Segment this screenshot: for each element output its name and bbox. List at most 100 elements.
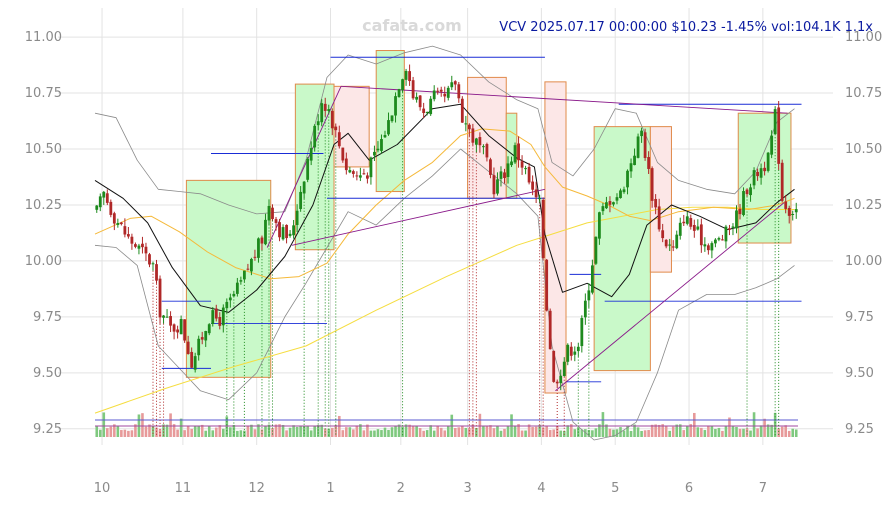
volume-bar xyxy=(387,429,390,437)
bearish-candle xyxy=(671,240,675,252)
bullish-candle xyxy=(735,205,738,234)
candle-body xyxy=(460,98,464,123)
medium-moving-average-line xyxy=(94,128,795,280)
volume-bar xyxy=(446,425,450,437)
y-tick-label-right: 9.75 xyxy=(845,310,874,325)
candle-body xyxy=(242,270,246,280)
candle-body xyxy=(183,319,187,341)
candle-body xyxy=(608,201,612,205)
bullish-candle xyxy=(397,88,401,98)
bullish-candle xyxy=(250,257,253,276)
bearish-candle xyxy=(105,189,109,206)
bullish-candle xyxy=(566,343,570,366)
volume-bar xyxy=(327,428,331,437)
candle-body xyxy=(211,310,215,324)
bullish-candle xyxy=(432,85,436,102)
bullish-candle xyxy=(773,106,777,135)
bearish-candle xyxy=(260,235,264,251)
candle-body xyxy=(580,318,584,347)
bearish-candle xyxy=(467,123,471,137)
bearish-candle xyxy=(453,80,457,91)
volume-bar xyxy=(668,430,672,437)
candle-body xyxy=(172,324,176,332)
candle-body xyxy=(450,82,454,88)
bearish-candle xyxy=(422,102,426,119)
bullish-candle xyxy=(369,156,373,185)
bearish-candle xyxy=(443,86,447,103)
candle-body xyxy=(288,233,292,236)
volume-bar xyxy=(285,430,288,437)
volume-bar xyxy=(671,426,675,437)
volume-bar xyxy=(496,425,499,437)
candle-body xyxy=(112,213,116,224)
bullish-candle xyxy=(703,237,707,252)
candle-body xyxy=(443,93,447,97)
volume-bar xyxy=(464,427,468,437)
candle-body xyxy=(724,226,728,242)
candle-body xyxy=(689,218,693,227)
bollinger-bands xyxy=(94,45,795,441)
candle-body xyxy=(777,107,781,164)
y-tick-label-left: 10.75 xyxy=(25,86,62,101)
bearish-candle xyxy=(541,197,545,260)
x-tick-label: 4 xyxy=(537,481,545,496)
candle-body xyxy=(587,290,591,301)
volume-bar xyxy=(394,426,397,437)
bearish-candle xyxy=(471,123,475,146)
candle-body xyxy=(636,136,640,158)
bullish-candle xyxy=(204,330,208,347)
bullish-candle xyxy=(629,158,633,178)
candle-body xyxy=(527,166,531,183)
volume-bar xyxy=(503,428,506,437)
candle-body xyxy=(562,361,566,376)
candle-body xyxy=(190,351,194,368)
bullish-candle xyxy=(295,204,299,233)
volume-bar xyxy=(566,425,570,437)
volume-bar xyxy=(615,429,619,437)
volume-bar xyxy=(362,430,366,437)
volume-bar xyxy=(323,428,327,437)
bullish-candle xyxy=(383,130,387,138)
candle-body xyxy=(253,256,257,258)
axes: 11.00 11.00 10.75 10.75 10.50 10.50 10.25 10.25… xyxy=(25,30,882,496)
x-tick-label: 6 xyxy=(685,481,693,496)
bearish-candle xyxy=(285,224,288,244)
volume-bar xyxy=(274,424,278,437)
candle-body xyxy=(376,148,380,151)
bearish-candle xyxy=(344,152,348,175)
candle-body xyxy=(260,237,264,244)
bullish-candle xyxy=(232,290,236,297)
candle-body xyxy=(425,111,429,113)
bullish-candle xyxy=(731,223,735,236)
volume-bar xyxy=(246,425,250,437)
bullish-candle xyxy=(598,211,601,245)
volume-bar xyxy=(278,424,281,437)
bullish-candle xyxy=(749,183,752,202)
volume-bar xyxy=(348,427,352,437)
candle-body xyxy=(207,324,211,334)
bearish-candle xyxy=(186,335,190,355)
candle-body xyxy=(678,222,682,236)
volume-bar xyxy=(520,430,524,437)
volume-bar xyxy=(127,430,130,437)
bullish-candle xyxy=(302,180,306,199)
bearish-candle xyxy=(362,168,366,175)
bearish-candle xyxy=(478,132,482,153)
bearish-candle xyxy=(787,205,791,224)
candle-body xyxy=(629,163,633,172)
candle-body xyxy=(257,238,260,258)
volume-bar xyxy=(461,426,464,437)
candle-body xyxy=(330,110,334,129)
bullish-zone-box xyxy=(593,126,651,372)
candle-body xyxy=(95,205,99,210)
candle-body xyxy=(692,225,696,231)
bullish-candle xyxy=(327,104,331,114)
trend-line xyxy=(291,188,546,246)
bearish-candle xyxy=(144,242,148,261)
candle-body xyxy=(657,206,661,230)
candle-body xyxy=(278,222,281,238)
volume-bar xyxy=(366,424,369,437)
candle-body xyxy=(228,297,232,301)
volume-bar xyxy=(211,430,215,437)
